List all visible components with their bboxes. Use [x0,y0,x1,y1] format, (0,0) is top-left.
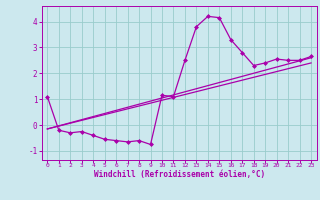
X-axis label: Windchill (Refroidissement éolien,°C): Windchill (Refroidissement éolien,°C) [94,170,265,179]
